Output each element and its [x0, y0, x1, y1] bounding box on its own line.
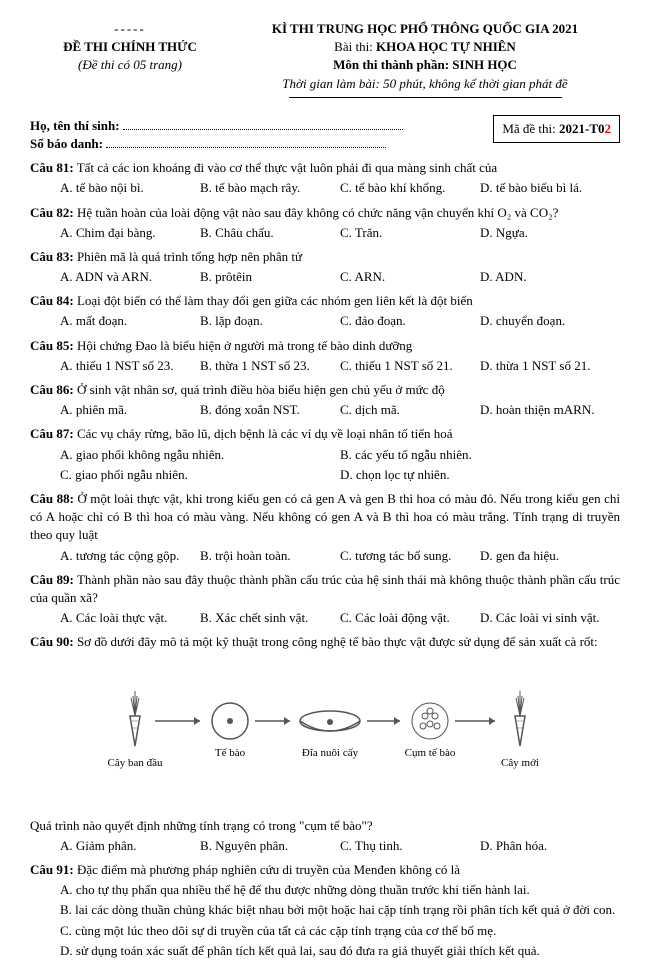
q90-d: D. Phân hóa.	[480, 837, 620, 855]
top-dashes: -----	[30, 20, 230, 38]
q88-d: D. gen đa hiệu.	[480, 547, 620, 565]
component-line: Môn thi thành phần: SINH HỌC	[230, 56, 620, 74]
q85-c: C. thiếu 1 NST số 21.	[340, 357, 480, 375]
question-86: Câu 86: Ở sinh vật nhân sơ, quá trình đi…	[30, 381, 620, 399]
q81-a: A. tế bào nội bì.	[60, 179, 200, 197]
question-88: Câu 88: Ở một loài thực vật, khi trong k…	[30, 490, 620, 545]
label-dish: Đĩa nuôi cấy	[302, 747, 359, 759]
q90-followup: Quá trình nào quyết định những tính trạn…	[30, 817, 620, 835]
q88-a: A. tương tác cộng gộp.	[60, 547, 200, 565]
q89-c: C. Các loài động vật.	[340, 609, 480, 627]
q82-b: B. Châu chấu.	[200, 224, 340, 242]
cell-cluster-icon	[412, 703, 448, 739]
q86-b: B. đóng xoắn NST.	[200, 401, 340, 419]
question-85: Câu 85: Hội chứng Đao là biểu hiện ở ngư…	[30, 337, 620, 355]
q84-a: A. mất đoạn.	[60, 312, 200, 330]
q86-a: A. phiên mã.	[60, 401, 200, 419]
q88-b: B. trội hoàn toàn.	[200, 547, 340, 565]
q81-d: D. tế bào biểu bì lá.	[480, 179, 620, 197]
q87-a: A. giao phối không ngẫu nhiên.	[60, 446, 340, 464]
q83-c: C. ARN.	[340, 268, 480, 286]
q84-b: B. lặp đoạn.	[200, 312, 340, 330]
subject-group-line: Bài thi: KHOA HỌC TỰ NHIÊN	[230, 38, 620, 56]
q81-b: B. tế bào mạch rây.	[200, 179, 340, 197]
q90-options: A. Giảm phân. B. Nguyên phân. C. Thụ tin…	[60, 837, 620, 855]
q86-d: D. hoàn thiện mARN.	[480, 401, 620, 419]
petri-dish-icon	[300, 711, 360, 731]
q87-d: D. chọn lọc tự nhiên.	[340, 466, 620, 484]
q91-d: D. sử dụng toán xác suất để phân tích kế…	[60, 942, 620, 960]
q83-d: D. ADN.	[480, 268, 620, 286]
q88-options: A. tương tác cộng gộp. B. trội hoàn toàn…	[60, 547, 620, 565]
q83-a: A. ADN và ARN.	[60, 268, 200, 286]
label-cluster: Cụm tế bào	[405, 747, 456, 759]
duration: Thời gian làm bài: 50 phút, không kể thờ…	[230, 75, 620, 93]
q90-c: C. Thụ tinh.	[340, 837, 480, 855]
question-83: Câu 83: Phiên mã là quá trình tổng hợp n…	[30, 248, 620, 266]
question-82: Câu 82: Hệ tuần hoàn của loài động vật n…	[30, 204, 620, 222]
q86-c: C. dịch mã.	[340, 401, 480, 419]
question-90: Câu 90: Sơ đồ dưới đây mô tả một kỹ thuậ…	[30, 633, 620, 651]
q90-b: B. Nguyên phân.	[200, 837, 340, 855]
q87-b: B. các yếu tố ngẫu nhiên.	[340, 446, 620, 464]
q85-options: A. thiếu 1 NST số 23. B. thừa 1 NST số 2…	[60, 357, 620, 375]
q90-a: A. Giảm phân.	[60, 837, 200, 855]
q89-a: A. Các loài thực vật.	[60, 609, 200, 627]
q81-c: C. tế bào khí khổng.	[340, 179, 480, 197]
q88-c: C. tương tác bổ sung.	[340, 547, 480, 565]
q82-d: D. Ngựa.	[480, 224, 620, 242]
label-new: Cây mới	[501, 757, 539, 769]
q82-c: C. Trăn.	[340, 224, 480, 242]
q82-a: A. Chim đại bàng.	[60, 224, 200, 242]
q89-b: B. Xác chết sinh vật.	[200, 609, 340, 627]
question-84: Câu 84: Loại đột biến có thể làm thay đổ…	[30, 292, 620, 310]
label-cell: Tế bào	[215, 747, 246, 759]
carrot-plant-new-icon	[515, 691, 525, 746]
q84-c: C. đảo đoạn.	[340, 312, 480, 330]
q91-a: A. cho tự thụ phấn qua nhiều thế hệ để t…	[60, 881, 620, 899]
q85-a: A. thiếu 1 NST số 23.	[60, 357, 200, 375]
q91-c: C. cùng một lúc theo dõi sự di truyền củ…	[60, 922, 620, 940]
q89-options: A. Các loài thực vật. B. Xác chết sinh v…	[60, 609, 620, 627]
q85-b: B. thừa 1 NST số 23.	[200, 357, 340, 375]
q89-d: D. Các loài vi sinh vật.	[480, 609, 620, 627]
right-header: KÌ THI TRUNG HỌC PHỔ THÔNG QUỐC GIA 2021…	[230, 20, 620, 102]
q85-d: D. thừa 1 NST số 21.	[480, 357, 620, 375]
official-label: ĐỀ THI CHÍNH THỨC	[30, 38, 230, 56]
question-91: Câu 91: Đặc điểm mà phương pháp nghiên c…	[30, 861, 620, 879]
label-start: Cây ban đầu	[108, 757, 163, 769]
carrot-plant-start-icon	[130, 691, 140, 746]
q90-diagram: Cây ban đầu Tế bào Đĩa nuôi cấy Cụm tế b…	[30, 666, 620, 801]
exam-code-box: Mã đề thi: 2021-T02	[493, 115, 620, 143]
question-81: Câu 81: Tất cả các ion khoáng đi vào cơ …	[30, 159, 620, 177]
q91-b: B. lai các dòng thuần chủng khác biệt nh…	[60, 901, 620, 919]
q87-options: A. giao phối không ngẫu nhiên. B. các yế…	[60, 444, 620, 484]
pages-note: (Đề thi có 05 trang)	[30, 56, 230, 74]
q81-options: A. tế bào nội bì. B. tế bào mạch rây. C.…	[60, 179, 620, 197]
q87-c: C. giao phối ngẫu nhiên.	[60, 466, 340, 484]
exam-title: KÌ THI TRUNG HỌC PHỔ THÔNG QUỐC GIA 2021	[230, 20, 620, 38]
q84-options: A. mất đoạn. B. lặp đoạn. C. đảo đoạn. D…	[60, 312, 620, 330]
left-header: ----- ĐỀ THI CHÍNH THỨC (Đề thi có 05 tr…	[30, 20, 230, 75]
q82-options: A. Chim đại bàng. B. Châu chấu. C. Trăn.…	[60, 224, 620, 242]
q83-options: A. ADN và ARN. B. prôtêin C. ARN. D. ADN…	[60, 268, 620, 286]
question-87: Câu 87: Các vụ cháy rừng, bão lũ, dịch b…	[30, 425, 620, 443]
q83-b: B. prôtêin	[200, 268, 340, 286]
q84-d: D. chuyển đoạn.	[480, 312, 620, 330]
header-row: ----- ĐỀ THI CHÍNH THỨC (Đề thi có 05 tr…	[30, 20, 620, 102]
question-89: Câu 89: Thành phần nào sau đây thuộc thà…	[30, 571, 620, 607]
q86-options: A. phiên mã. B. đóng xoắn NST. C. dịch m…	[60, 401, 620, 419]
